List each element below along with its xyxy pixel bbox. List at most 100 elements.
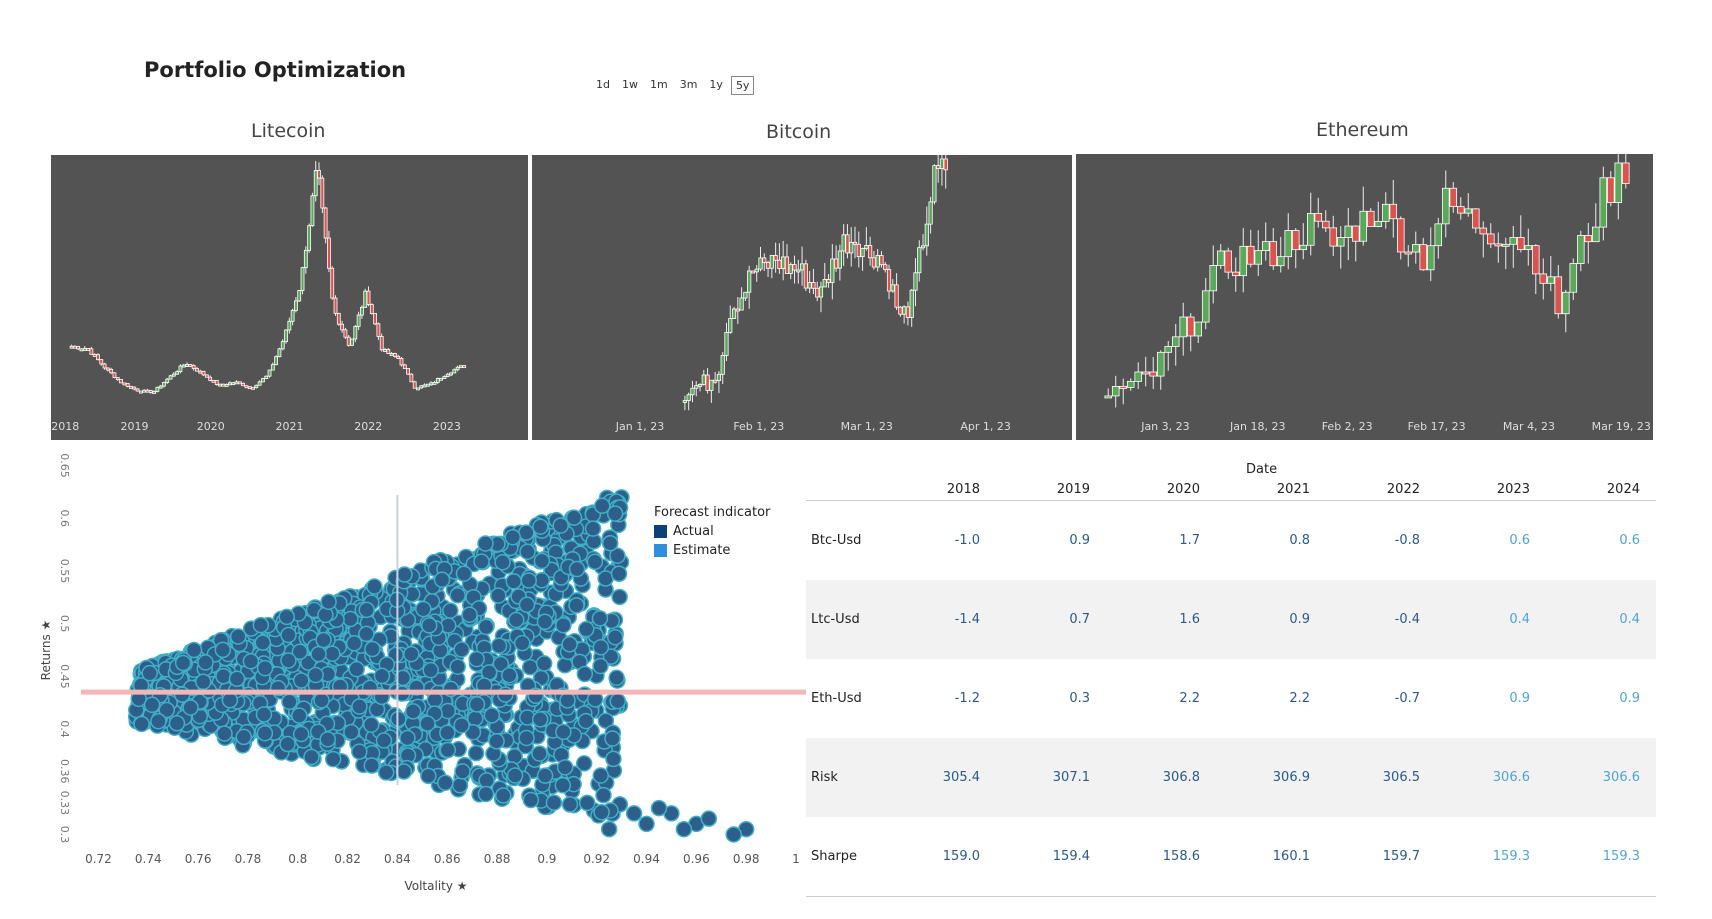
scatter-point[interactable] <box>281 693 298 711</box>
scatter-point[interactable] <box>592 657 609 675</box>
bitcoin-chart[interactable]: Jan 1, 23 Feb 1, 23 Mar 1, 23 Apr 1, 23 <box>532 155 1072 440</box>
scatter-point[interactable] <box>559 692 576 709</box>
scatter-point[interactable] <box>399 729 416 747</box>
scatter-point[interactable] <box>609 692 627 710</box>
scatter-point[interactable] <box>606 505 624 522</box>
scatter-point[interactable] <box>455 565 473 582</box>
scatter-point[interactable] <box>591 610 609 627</box>
scatter-point[interactable] <box>454 763 471 780</box>
scatter-point[interactable] <box>597 712 615 729</box>
scatter-point[interactable] <box>291 707 308 724</box>
scatter-point[interactable] <box>700 810 718 827</box>
scatter-point[interactable] <box>324 750 342 768</box>
scatter-point[interactable] <box>158 701 175 719</box>
scatter-point[interactable] <box>606 629 624 646</box>
scatter-point[interactable] <box>518 596 536 614</box>
range-selector[interactable]: 1d 1w 1m 3m 1y 5y <box>592 76 755 95</box>
scatter-point[interactable] <box>291 643 309 660</box>
scatter-point[interactable] <box>638 815 655 833</box>
scatter-point[interactable] <box>415 600 432 618</box>
scatter-point[interactable] <box>522 791 540 809</box>
litecoin-chart[interactable]: 2018 2019 2020 2021 2022 2023 <box>51 155 528 440</box>
scatter-point[interactable] <box>506 767 524 784</box>
scatter-point[interactable] <box>545 794 563 811</box>
scatter-point[interactable] <box>577 712 595 730</box>
scatter-point[interactable] <box>490 637 508 654</box>
legend-item-actual[interactable]: Actual <box>654 524 770 539</box>
scatter-point[interactable] <box>568 597 585 614</box>
scatter-point[interactable] <box>358 625 375 643</box>
scatter-point[interactable] <box>403 645 420 663</box>
scatter-point[interactable] <box>532 518 549 535</box>
scatter-point[interactable] <box>561 635 578 653</box>
scatter-point[interactable] <box>351 743 368 760</box>
scatter-point[interactable] <box>214 641 232 659</box>
scatter-point[interactable] <box>473 553 490 570</box>
scatter-point[interactable] <box>555 723 572 741</box>
scatter-point[interactable] <box>602 648 620 665</box>
range-3m[interactable]: 3m <box>679 78 698 91</box>
scatter-point[interactable] <box>584 520 602 537</box>
legend-item-estimate[interactable]: Estimate <box>654 543 770 558</box>
scatter-point[interactable] <box>229 628 247 645</box>
scatter-point[interactable] <box>592 639 610 656</box>
scatter-point[interactable] <box>313 692 330 709</box>
scatter-point[interactable] <box>490 587 507 604</box>
scatter-point[interactable] <box>575 755 593 772</box>
scatter-point[interactable] <box>461 606 478 624</box>
scatter-point[interactable] <box>533 552 551 570</box>
scatter-point[interactable] <box>377 764 395 781</box>
scatter-point[interactable] <box>307 666 324 684</box>
scatter-point[interactable] <box>605 750 622 768</box>
scatter-point[interactable] <box>449 587 466 604</box>
scatter-point[interactable] <box>375 732 393 749</box>
scatter-point[interactable] <box>396 566 413 583</box>
scatter-point[interactable] <box>449 658 466 675</box>
scatter-point[interactable] <box>592 767 609 784</box>
scatter-point[interactable] <box>556 657 574 674</box>
scatter-point[interactable] <box>216 725 233 742</box>
scatter-point[interactable] <box>505 573 522 590</box>
scatter-point[interactable] <box>293 672 310 689</box>
scatter-point[interactable] <box>478 772 495 789</box>
scatter-point[interactable] <box>242 653 260 670</box>
scatter-point[interactable] <box>420 767 437 785</box>
scatter-point[interactable] <box>483 707 501 724</box>
scatter-point[interactable] <box>595 786 612 804</box>
range-1y[interactable]: 1y <box>709 78 723 91</box>
scatter-point[interactable] <box>182 699 199 716</box>
scatter-point[interactable] <box>492 655 510 673</box>
scatter-point[interactable] <box>133 715 150 733</box>
scatter-point[interactable] <box>488 733 505 750</box>
scatter-point[interactable] <box>319 731 337 748</box>
scatter-point[interactable] <box>604 730 621 747</box>
scatter-point[interactable] <box>467 744 485 762</box>
scatter-point[interactable] <box>520 572 537 589</box>
scatter-point[interactable] <box>593 497 611 515</box>
scatter-point[interactable] <box>600 820 618 838</box>
scatter-point[interactable] <box>404 703 422 720</box>
scatter-point[interactable] <box>507 611 525 629</box>
scatter-point[interactable] <box>468 696 486 713</box>
scatter-point[interactable] <box>439 702 457 720</box>
scatter-point[interactable] <box>531 745 548 762</box>
scatter-point[interactable] <box>650 799 668 817</box>
scatter-point[interactable] <box>451 776 469 794</box>
scatter-point[interactable] <box>578 794 596 812</box>
range-1m[interactable]: 1m <box>649 78 668 91</box>
scatter-point[interactable] <box>535 655 553 672</box>
scatter-point[interactable] <box>433 571 451 589</box>
scatter-point[interactable] <box>536 767 554 784</box>
scatter-point[interactable] <box>174 654 192 672</box>
scatter-point[interactable] <box>362 716 380 733</box>
scatter-point[interactable] <box>536 613 554 631</box>
scatter-point[interactable] <box>320 593 337 611</box>
scatter-point[interactable] <box>351 698 368 715</box>
scatter-point[interactable] <box>363 757 380 774</box>
scatter-point[interactable] <box>343 723 360 741</box>
scatter-point[interactable] <box>228 670 246 688</box>
scatter-point[interactable] <box>725 826 742 843</box>
scatter-point[interactable] <box>420 617 438 634</box>
scatter-point[interactable] <box>345 634 363 652</box>
scatter-point[interactable] <box>278 608 296 626</box>
